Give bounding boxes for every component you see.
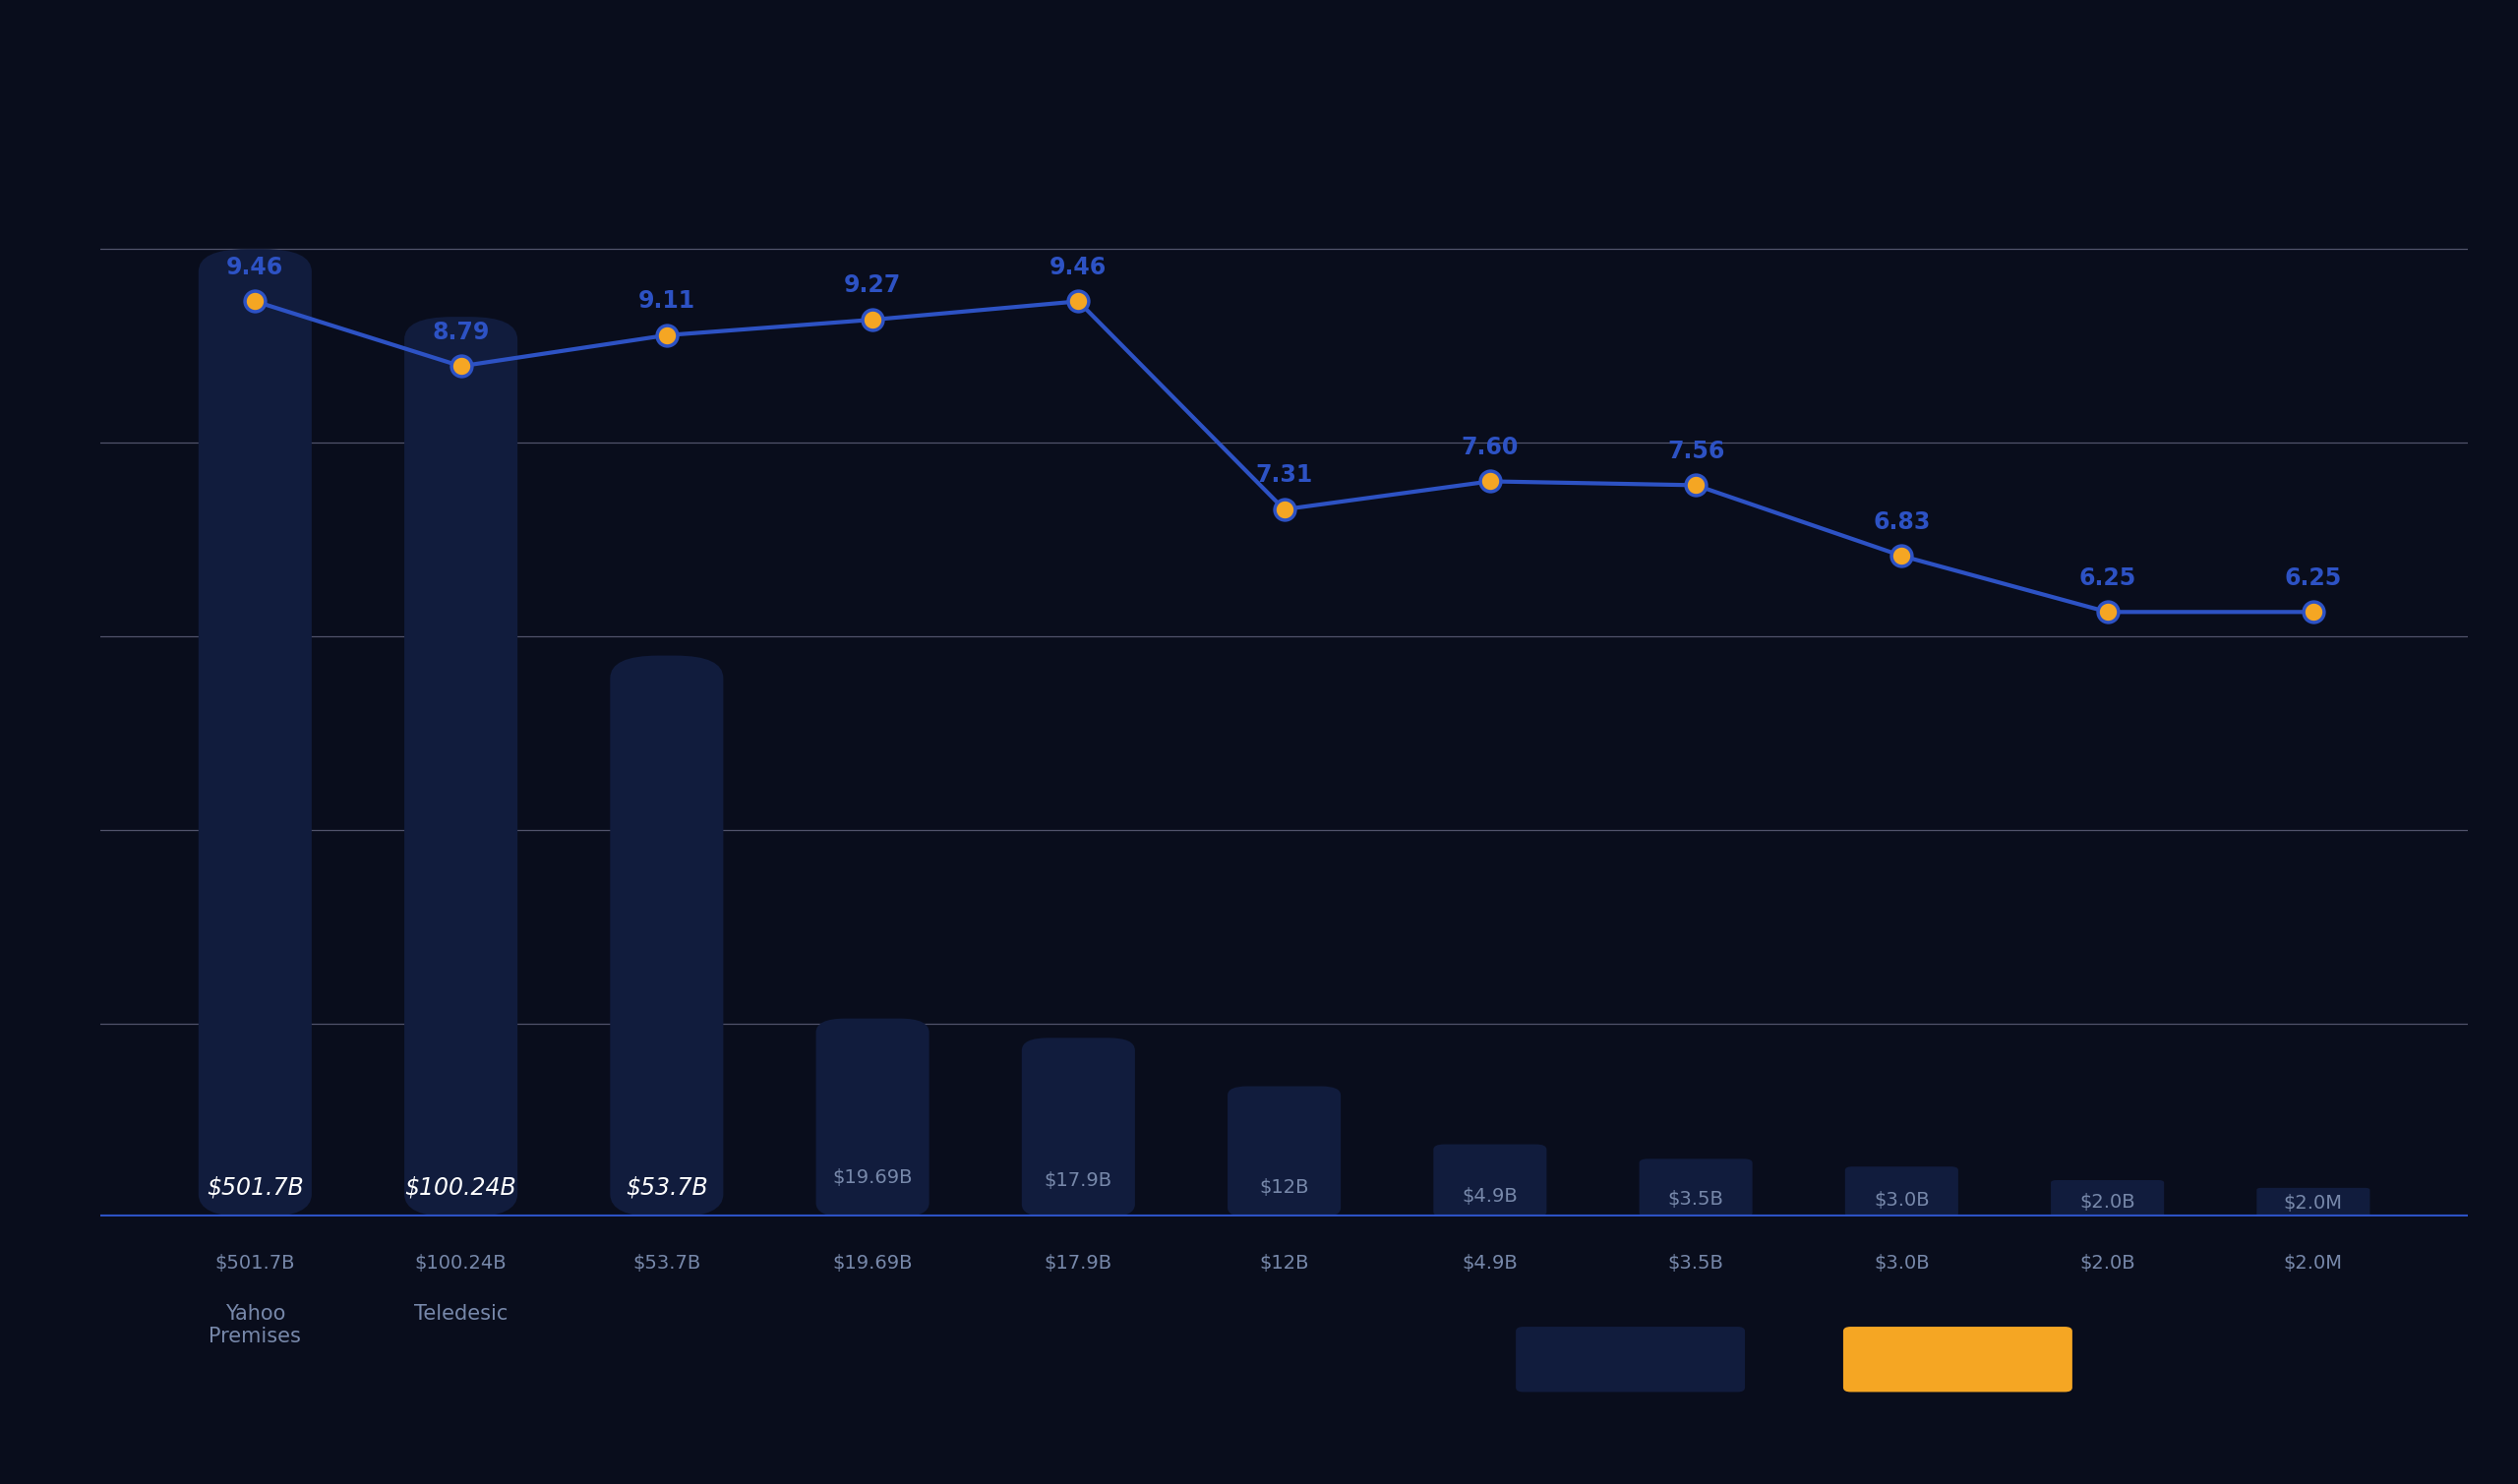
Text: $12B: $12B <box>1259 1178 1309 1198</box>
FancyBboxPatch shape <box>405 316 519 1217</box>
Text: $2.0M: $2.0M <box>2284 1254 2342 1272</box>
Text: 6.83: 6.83 <box>1873 510 1931 534</box>
FancyBboxPatch shape <box>2256 1187 2369 1217</box>
Text: 7.31: 7.31 <box>1256 463 1312 487</box>
Text: Yahoo
Premises: Yahoo Premises <box>209 1304 302 1346</box>
Text: 9.27: 9.27 <box>844 275 901 297</box>
Text: $2.0M: $2.0M <box>2284 1193 2342 1212</box>
Text: $501.7B: $501.7B <box>206 1175 305 1199</box>
FancyBboxPatch shape <box>816 1018 929 1217</box>
FancyBboxPatch shape <box>609 656 723 1217</box>
Text: $3.5B: $3.5B <box>1667 1190 1725 1208</box>
FancyBboxPatch shape <box>2050 1180 2163 1217</box>
Text: 6.25: 6.25 <box>2080 565 2135 589</box>
Text: $100.24B: $100.24B <box>405 1175 516 1199</box>
Text: $17.9B: $17.9B <box>1045 1171 1113 1190</box>
FancyBboxPatch shape <box>199 249 312 1217</box>
Text: $2.0B: $2.0B <box>2080 1193 2135 1211</box>
Text: $4.9B: $4.9B <box>1463 1187 1518 1206</box>
Text: 9.11: 9.11 <box>637 289 695 313</box>
Text: 9.46: 9.46 <box>227 255 285 279</box>
Text: 7.60: 7.60 <box>1460 435 1518 459</box>
Text: $3.0B: $3.0B <box>1873 1254 1929 1272</box>
Text: $4.9B: $4.9B <box>1463 1254 1518 1272</box>
Text: $53.7B: $53.7B <box>632 1254 700 1272</box>
Text: $3.0B: $3.0B <box>1873 1190 1929 1209</box>
Text: 7.56: 7.56 <box>1667 439 1725 463</box>
FancyBboxPatch shape <box>1022 1037 1136 1217</box>
Text: $3.5B: $3.5B <box>1667 1254 1725 1272</box>
FancyBboxPatch shape <box>1433 1144 1546 1217</box>
Text: $12B: $12B <box>1259 1254 1309 1272</box>
FancyBboxPatch shape <box>1229 1086 1340 1217</box>
Text: $17.9B: $17.9B <box>1045 1254 1113 1272</box>
Text: $501.7B: $501.7B <box>214 1254 295 1272</box>
Text: $19.69B: $19.69B <box>833 1168 912 1187</box>
FancyBboxPatch shape <box>1846 1166 1959 1217</box>
Text: $2.0B: $2.0B <box>2080 1254 2135 1272</box>
Text: $19.69B: $19.69B <box>833 1254 912 1272</box>
Text: $100.24B: $100.24B <box>415 1254 506 1272</box>
Text: 9.46: 9.46 <box>1050 255 1108 279</box>
FancyBboxPatch shape <box>1639 1159 1753 1217</box>
Text: 6.25: 6.25 <box>2284 565 2342 589</box>
Text: $53.7B: $53.7B <box>624 1175 708 1199</box>
Text: Teledesic: Teledesic <box>413 1304 509 1324</box>
Text: 8.79: 8.79 <box>433 321 488 344</box>
